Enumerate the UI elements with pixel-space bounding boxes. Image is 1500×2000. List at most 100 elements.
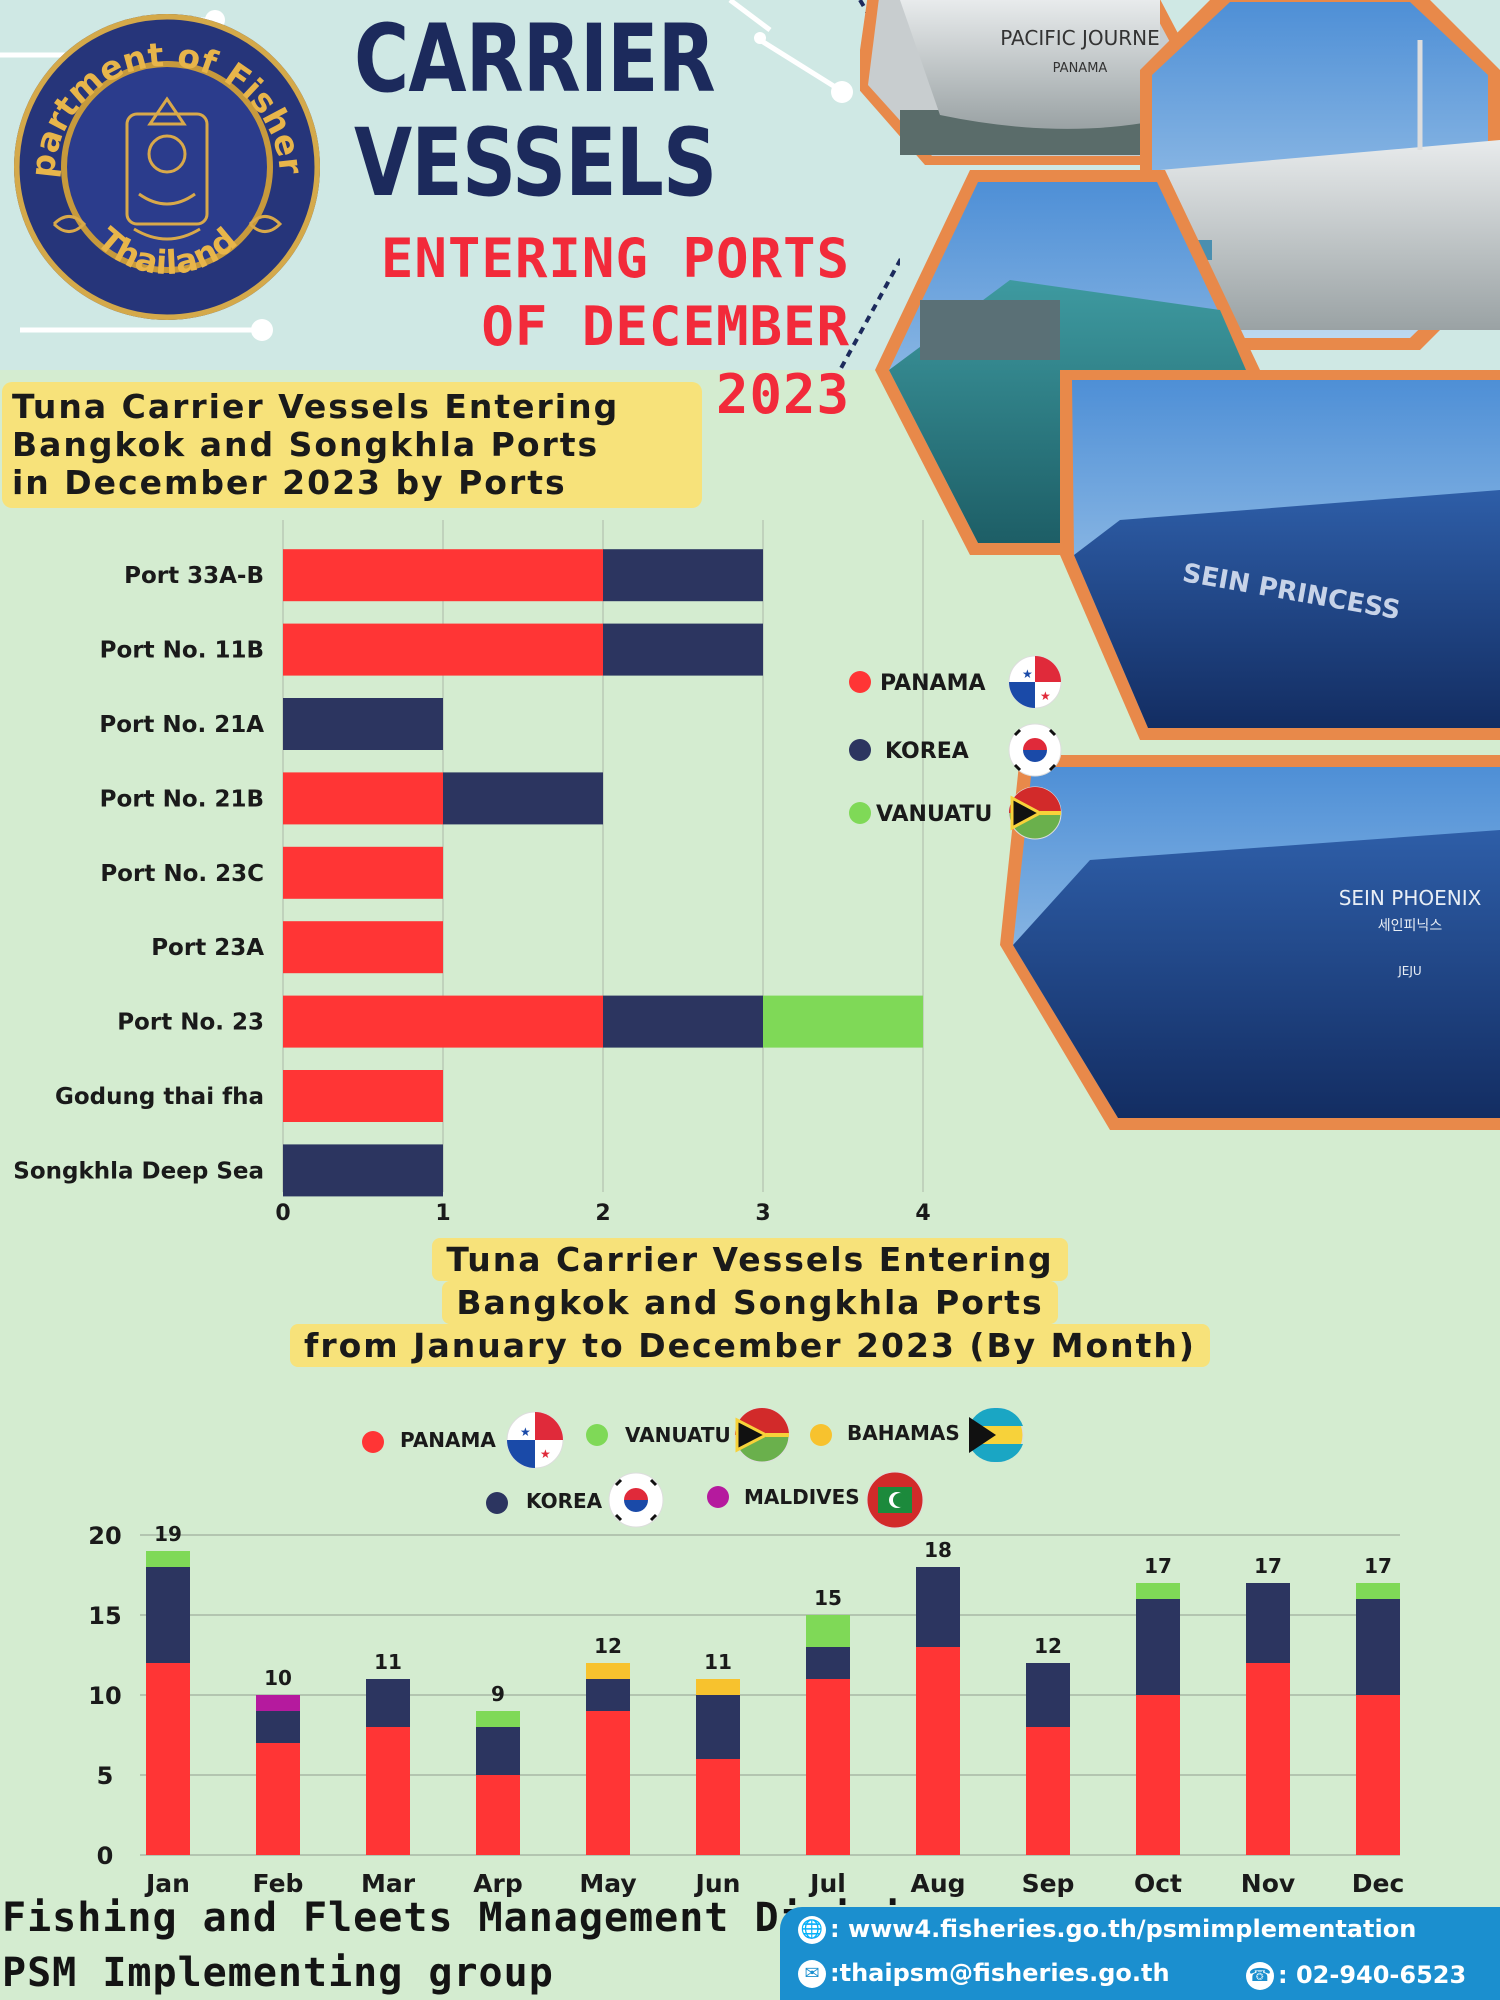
svg-text:JEJU: JEJU <box>1397 964 1421 978</box>
legend-swatch-vanuatu <box>849 802 871 824</box>
legend-swatch-panama <box>362 1431 384 1453</box>
bar-segment-korea <box>1246 1583 1290 1663</box>
bar-segment-panama <box>806 1679 850 1855</box>
bar-total-label: 12 <box>1034 1634 1062 1658</box>
legend-swatch-panama <box>849 671 871 693</box>
bar-segment-bahamas <box>696 1679 740 1695</box>
x-category-label: Arp <box>473 1869 523 1898</box>
bahamas-flag-icon <box>968 1407 1024 1463</box>
bar-total-label: 17 <box>1144 1554 1172 1578</box>
department-logo: Department of Fisheries Thailand <box>14 14 320 320</box>
bar-segment-panama <box>146 1663 190 1855</box>
phone-link[interactable]: ☎: 02-940-6523 <box>1246 1961 1466 1990</box>
svg-text:★: ★ <box>520 1425 531 1439</box>
photo-sein-princess: SEIN PRINCESS <box>1060 370 1500 740</box>
bar-segment-panama <box>696 1759 740 1855</box>
svg-text:★: ★ <box>1022 667 1033 681</box>
y-category-label: Port No. 21A <box>99 712 264 738</box>
bar-segment-panama <box>283 772 443 825</box>
bar-segment-maldives <box>256 1695 300 1711</box>
vanuatu-flag-icon <box>734 1407 790 1463</box>
y-category-label: Godung thai fha <box>55 1084 264 1110</box>
email-link[interactable]: ✉:thaipsm@fisheries.go.th <box>798 1959 1170 1988</box>
vessel-photo-collage: PACIFIC JOURNE PANAMA PANAMA SEIN PRINCE… <box>860 0 1500 1130</box>
legend-swatch-bahamas <box>810 1424 832 1446</box>
bar-segment-korea <box>586 1679 630 1711</box>
phone-icon: ☎ <box>1246 1962 1274 1990</box>
bar-total-label: 17 <box>1254 1554 1282 1578</box>
x-category-label: Nov <box>1241 1869 1295 1898</box>
x-category-label: Sep <box>1022 1869 1075 1898</box>
legend-label-bahamas: BAHAMAS <box>847 1421 960 1445</box>
x-tick-label: 0 <box>275 1201 290 1226</box>
subtitle-line-1: ENTERING PORTS <box>380 227 850 290</box>
chart2-title-line: from January to December 2023 (By Month) <box>290 1324 1210 1367</box>
bar-total-label: 18 <box>924 1538 952 1562</box>
mail-icon: ✉ <box>798 1960 826 1988</box>
x-category-label: Feb <box>253 1869 304 1898</box>
chart1-title-line: Tuna Carrier Vessels Entering <box>12 387 620 426</box>
bar-segment-panama <box>283 921 443 974</box>
bar-segment-korea <box>603 623 763 676</box>
chart1-title-line: in December 2023 by Ports <box>12 463 567 502</box>
bar-segment-panama <box>586 1711 630 1855</box>
svg-text:세인피닉스: 세인피닉스 <box>1378 918 1443 934</box>
bar-segment-panama <box>1246 1663 1290 1855</box>
legend-label-panama: PANAMA <box>880 671 986 696</box>
chart2-title: Tuna Carrier Vessels Entering Bangkok an… <box>290 1238 1210 1367</box>
ports-bar-chart: 0 1 2 3 4 Port 33A-B Port No. 11B Port No. 21A P… <box>13 520 931 1226</box>
footer-contact-box: 🌐: www4.fisheries.go.th/psmimplementatio… <box>780 1907 1500 2000</box>
photo-pacific-journey: PACIFIC JOURNE PANAMA <box>860 0 1205 165</box>
bar-segment-korea <box>916 1567 960 1647</box>
website-link[interactable]: 🌐: www4.fisheries.go.th/psmimplementatio… <box>798 1915 1416 1944</box>
bar-segment-panama <box>1026 1727 1070 1855</box>
chart1-title-line: Bangkok and Songkhla Ports <box>12 425 600 464</box>
x-tick-label: 1 <box>435 1201 450 1226</box>
vanuatu-flag-icon <box>1008 786 1062 840</box>
svg-text:PANAMA: PANAMA <box>1053 61 1108 76</box>
y-tick-label: 0 <box>97 1842 114 1870</box>
y-tick-label: 15 <box>88 1602 121 1630</box>
bar-segment-korea <box>603 995 763 1048</box>
bar-segment-panama <box>283 846 443 899</box>
bar-segment-korea <box>1026 1663 1070 1727</box>
x-tick-label: 3 <box>755 1201 770 1226</box>
page-subtitle: ENTERING PORTS OF DECEMBER 2023 <box>330 225 850 429</box>
y-category-label: Port No. 23 <box>117 1010 264 1036</box>
korea-flag-icon <box>608 1472 664 1528</box>
bar-total-label: 10 <box>264 1666 292 1690</box>
y-category-label: Songkhla Deep Sea <box>13 1158 264 1184</box>
subtitle-line-2: OF DECEMBER 2023 <box>481 295 850 426</box>
chart2-title-line: Tuna Carrier Vessels Entering <box>432 1238 1068 1281</box>
bar-segment-vanuatu <box>806 1615 850 1647</box>
y-tick-label: 10 <box>88 1682 121 1710</box>
svg-text:SEIN PHOENIX: SEIN PHOENIX <box>1339 886 1482 910</box>
y-category-label: Port 23A <box>151 935 264 961</box>
svg-text:★: ★ <box>540 1447 551 1461</box>
legend-swatch-korea <box>849 739 871 761</box>
bar-segment-korea <box>256 1711 300 1743</box>
panama-flag-icon: ★ ★ <box>1008 655 1062 709</box>
x-category-label: Mar <box>361 1869 416 1898</box>
bar-segment-panama <box>1356 1695 1400 1855</box>
bar-segment-panama <box>256 1743 300 1855</box>
legend-swatch-vanuatu <box>586 1424 608 1446</box>
x-category-label: Jul <box>808 1869 846 1898</box>
bar-segment-korea <box>146 1567 190 1663</box>
chart2-legend: PANAMA ★ ★ VANUATU BAHAMAS KOREA MALDIVE… <box>362 1407 1024 1529</box>
maldives-flag-icon <box>866 1471 924 1529</box>
website-text: : www4.fisheries.go.th/psmimplementation <box>830 1915 1417 1943</box>
bar-segment-korea <box>443 772 603 825</box>
email-text: :thaipsm@fisheries.go.th <box>830 1959 1170 1987</box>
bar-segment-panama <box>283 549 603 602</box>
bar-total-label: 11 <box>704 1650 732 1674</box>
bar-segment-vanuatu <box>1356 1583 1400 1599</box>
legend-swatch-korea <box>486 1492 508 1514</box>
legend-label-panama: PANAMA <box>400 1428 496 1452</box>
y-category-label: Port No. 11B <box>100 638 264 664</box>
bar-segment-korea <box>283 1144 443 1197</box>
bar-segment-korea <box>366 1679 410 1727</box>
photo-sea-pearl <box>1140 0 1500 350</box>
bar-total-label: 17 <box>1364 1554 1392 1578</box>
bar-segment-panama <box>366 1727 410 1855</box>
